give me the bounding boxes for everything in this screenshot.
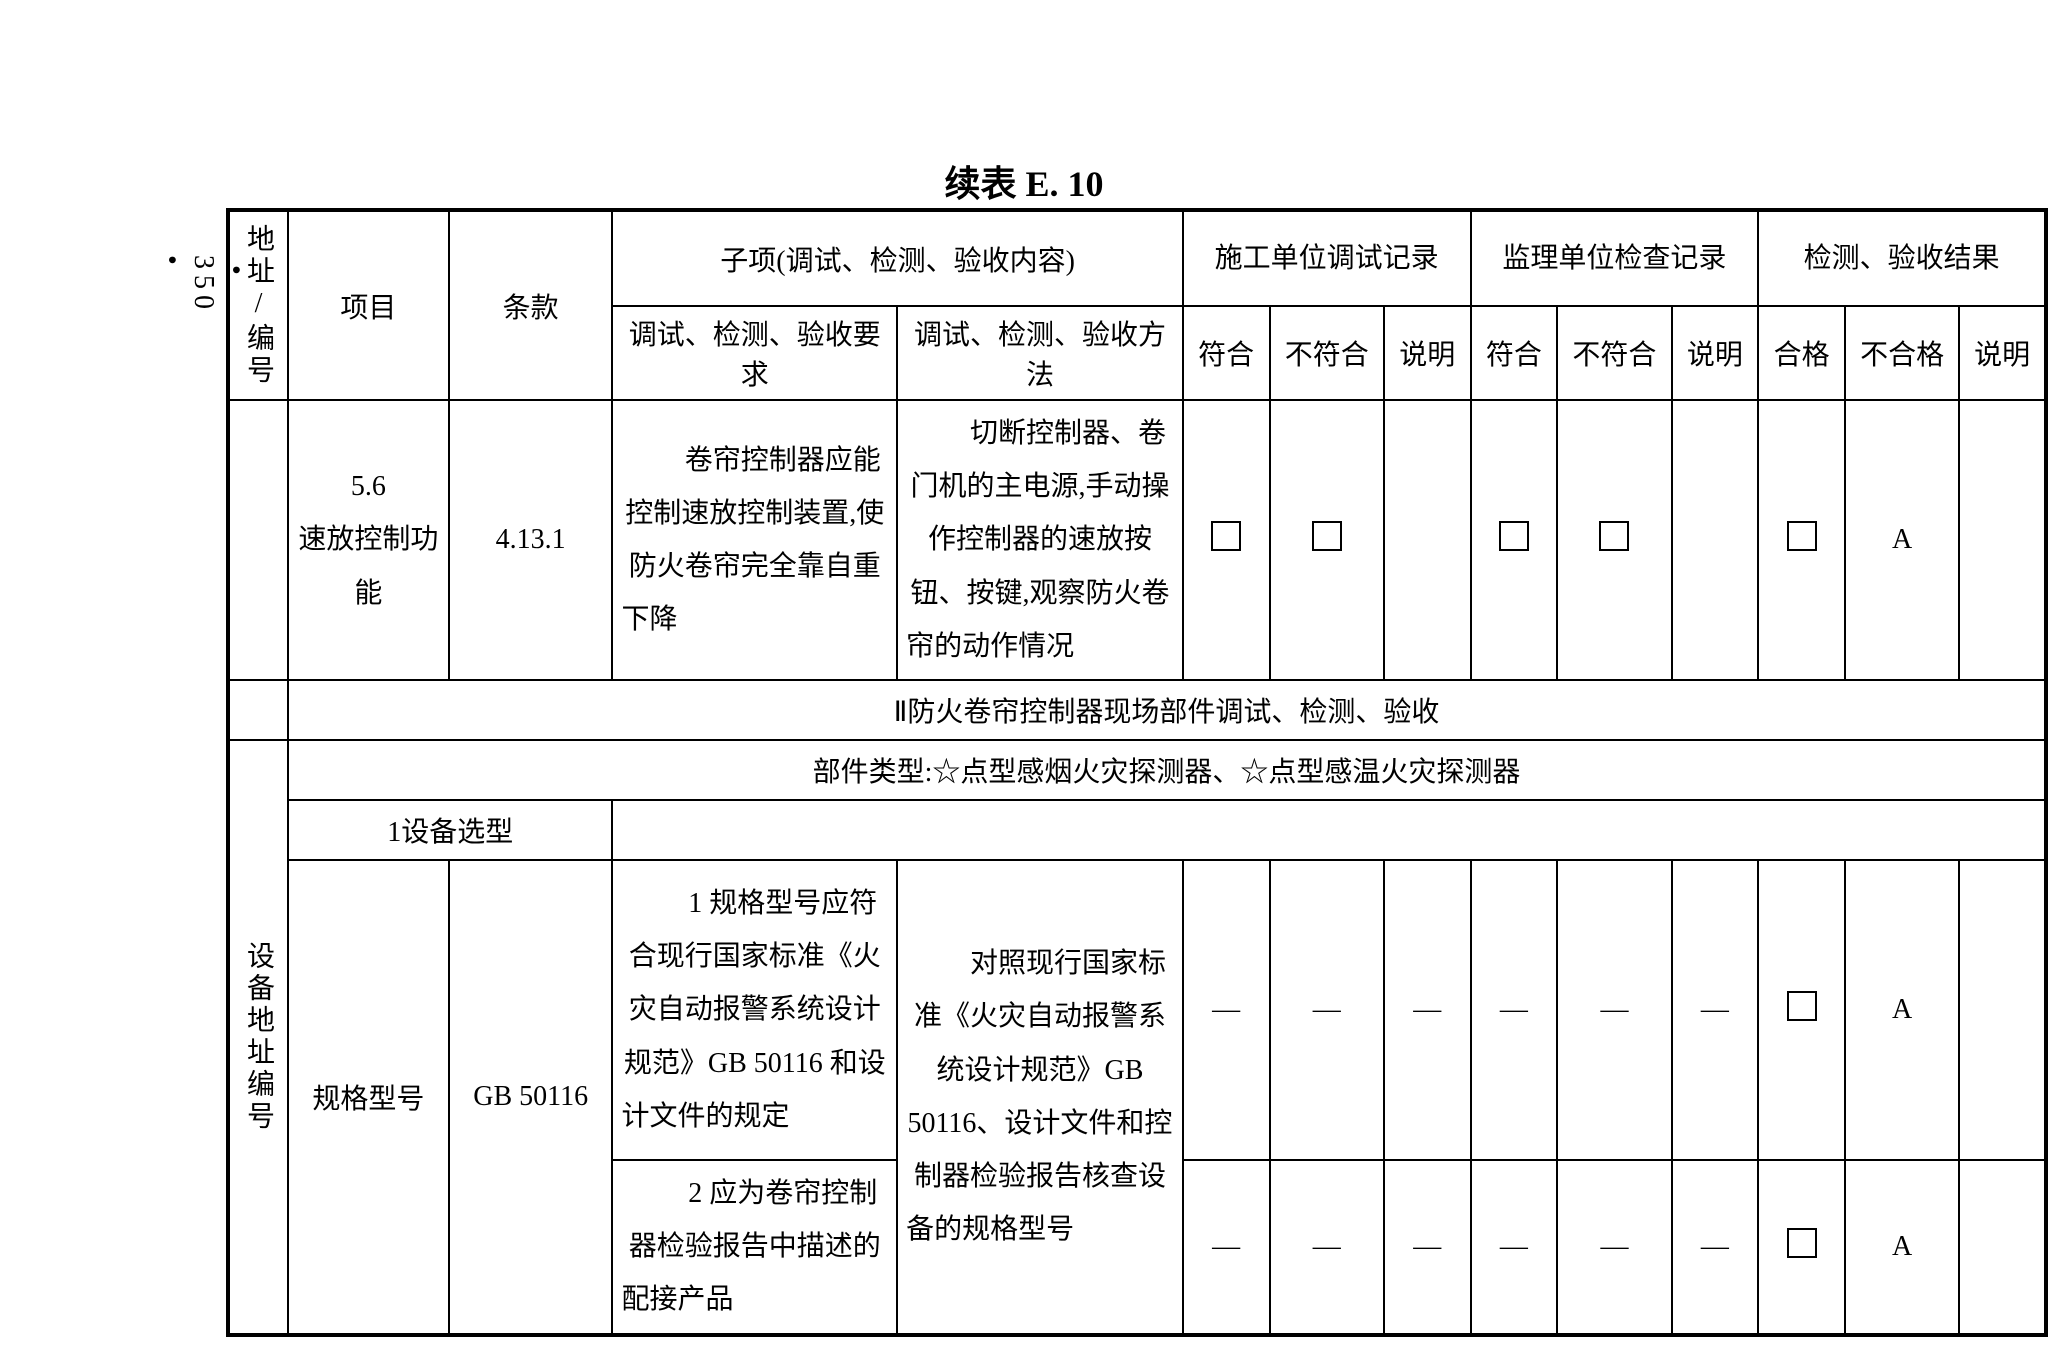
- header-u2-sub3: 说明: [1672, 306, 1759, 400]
- header-row-label: 地址/编号: [238, 224, 278, 387]
- cell-r3: [1959, 1160, 2046, 1335]
- header-u1-sub2: 不符合: [1270, 306, 1384, 400]
- cell-method: 对照现行国家标准《火灾自动报警系统设计规范》GB 50116、设计文件和控制器检…: [897, 860, 1183, 1335]
- cell-r3: [1959, 860, 2046, 1160]
- cell-requirement: 1 规格型号应符合现行国家标准《火灾自动报警系统设计规范》GB 50116 和设…: [612, 860, 897, 1160]
- header-r-sub1: 合格: [1758, 306, 1845, 400]
- cell-r1: [1758, 860, 1845, 1160]
- header-project: 项目: [288, 210, 449, 400]
- header-sub-method: 调试、检测、验收方法: [897, 306, 1183, 400]
- section-row: 设备地址编号 部件类型:☆点型感烟火灾探测器、☆点型感温火灾探测器: [228, 740, 2046, 800]
- cell-r3: [1959, 400, 2046, 680]
- cell-r2: A: [1845, 1160, 1959, 1335]
- cell-r1: [1758, 1160, 1845, 1335]
- cell-u1-3: —: [1384, 1160, 1471, 1335]
- checkbox-icon: [1312, 521, 1342, 551]
- cell-r2: A: [1845, 860, 1959, 1160]
- header-row-1: 地址/编号 项目 条款 子项(调试、检测、验收内容) 施工单位调试记录 监理单位…: [228, 210, 2046, 306]
- cell-u2-3: [1672, 400, 1759, 680]
- header-r-sub2: 不合格: [1845, 306, 1959, 400]
- section-row: Ⅱ防火卷帘控制器现场部件调试、检测、验收: [228, 680, 2046, 740]
- checkbox-icon: [1599, 521, 1629, 551]
- cell-u1-1: —: [1183, 1160, 1270, 1335]
- cell-u2-2: [1557, 400, 1671, 680]
- cell-u1-2: [1270, 400, 1384, 680]
- cell-method: 切断控制器、卷门机的主电源,手动操作控制器的速放按钮、按键,观察防火卷帘的动作情…: [897, 400, 1183, 680]
- inspection-table: 地址/编号 项目 条款 子项(调试、检测、验收内容) 施工单位调试记录 监理单位…: [226, 208, 2048, 1337]
- cell-requirement: 2 应为卷帘控制器检验报告中描述的配接产品: [612, 1160, 897, 1335]
- cell-u2-1: —: [1471, 1160, 1558, 1335]
- header-sub-item: 子项(调试、检测、验收内容): [612, 210, 1182, 306]
- header-r-sub3: 说明: [1959, 306, 2046, 400]
- section-row-a: 部件类型:☆点型感烟火灾探测器、☆点型感温火灾探测器: [288, 740, 2046, 800]
- header-clause: 条款: [449, 210, 613, 400]
- cell-u2-1: —: [1471, 860, 1558, 1160]
- header-sub-req: 调试、检测、验收要求: [612, 306, 897, 400]
- checkbox-icon: [1787, 991, 1817, 1021]
- cell-u1-1: —: [1183, 860, 1270, 1160]
- header-u2-sub2: 不符合: [1557, 306, 1671, 400]
- cell-project: 规格型号: [288, 860, 449, 1335]
- cell-requirement: 卷帘控制器应能控制速放控制装置,使防火卷帘完全靠自重下降: [612, 400, 897, 680]
- header-u1-sub1: 符合: [1183, 306, 1270, 400]
- cell-u1-1: [1183, 400, 1270, 680]
- cell-u1-2: —: [1270, 1160, 1384, 1335]
- cell-u2-2: —: [1557, 860, 1671, 1160]
- checkbox-icon: [1211, 521, 1241, 551]
- cell-clause: GB 50116: [449, 860, 613, 1335]
- cell-u2-3: —: [1672, 860, 1759, 1160]
- cell-r2: A: [1845, 400, 1959, 680]
- section-row-b: 1设备选型: [288, 800, 613, 860]
- header-u1-sub3: 说明: [1384, 306, 1471, 400]
- section-row-label: 设备地址编号: [238, 941, 278, 1133]
- section-row: 1设备选型: [228, 800, 2046, 860]
- cell-u1-3: [1384, 400, 1471, 680]
- table-row: 规格型号 GB 50116 1 规格型号应符合现行国家标准《火灾自动报警系统设计…: [228, 860, 2046, 1160]
- cell-u2-1: [1471, 400, 1558, 680]
- cell-u1-3: —: [1384, 860, 1471, 1160]
- cell-clause: 4.13.1: [449, 400, 613, 680]
- header-u2-sub1: 符合: [1471, 306, 1558, 400]
- checkbox-icon: [1787, 521, 1817, 551]
- cell-u2-3: —: [1672, 1160, 1759, 1335]
- cell-u2-2: —: [1557, 1160, 1671, 1335]
- section-header-1: Ⅱ防火卷帘控制器现场部件调试、检测、验收: [288, 680, 2046, 740]
- table-row: 5.6 速放控制功能 4.13.1 卷帘控制器应能控制速放控制装置,使防火卷帘完…: [228, 400, 2046, 680]
- cell-r1: [1758, 400, 1845, 680]
- cell-project: 5.6 速放控制功能: [297, 460, 440, 620]
- cell-u1-2: —: [1270, 860, 1384, 1160]
- header-unit1-group: 施工单位调试记录: [1183, 210, 1471, 306]
- header-unit2-group: 监理单位检查记录: [1471, 210, 1759, 306]
- header-result-group: 检测、验收结果: [1758, 210, 2046, 306]
- table-title: 续表 E. 10: [944, 155, 1103, 207]
- checkbox-icon: [1499, 521, 1529, 551]
- checkbox-icon: [1787, 1228, 1817, 1258]
